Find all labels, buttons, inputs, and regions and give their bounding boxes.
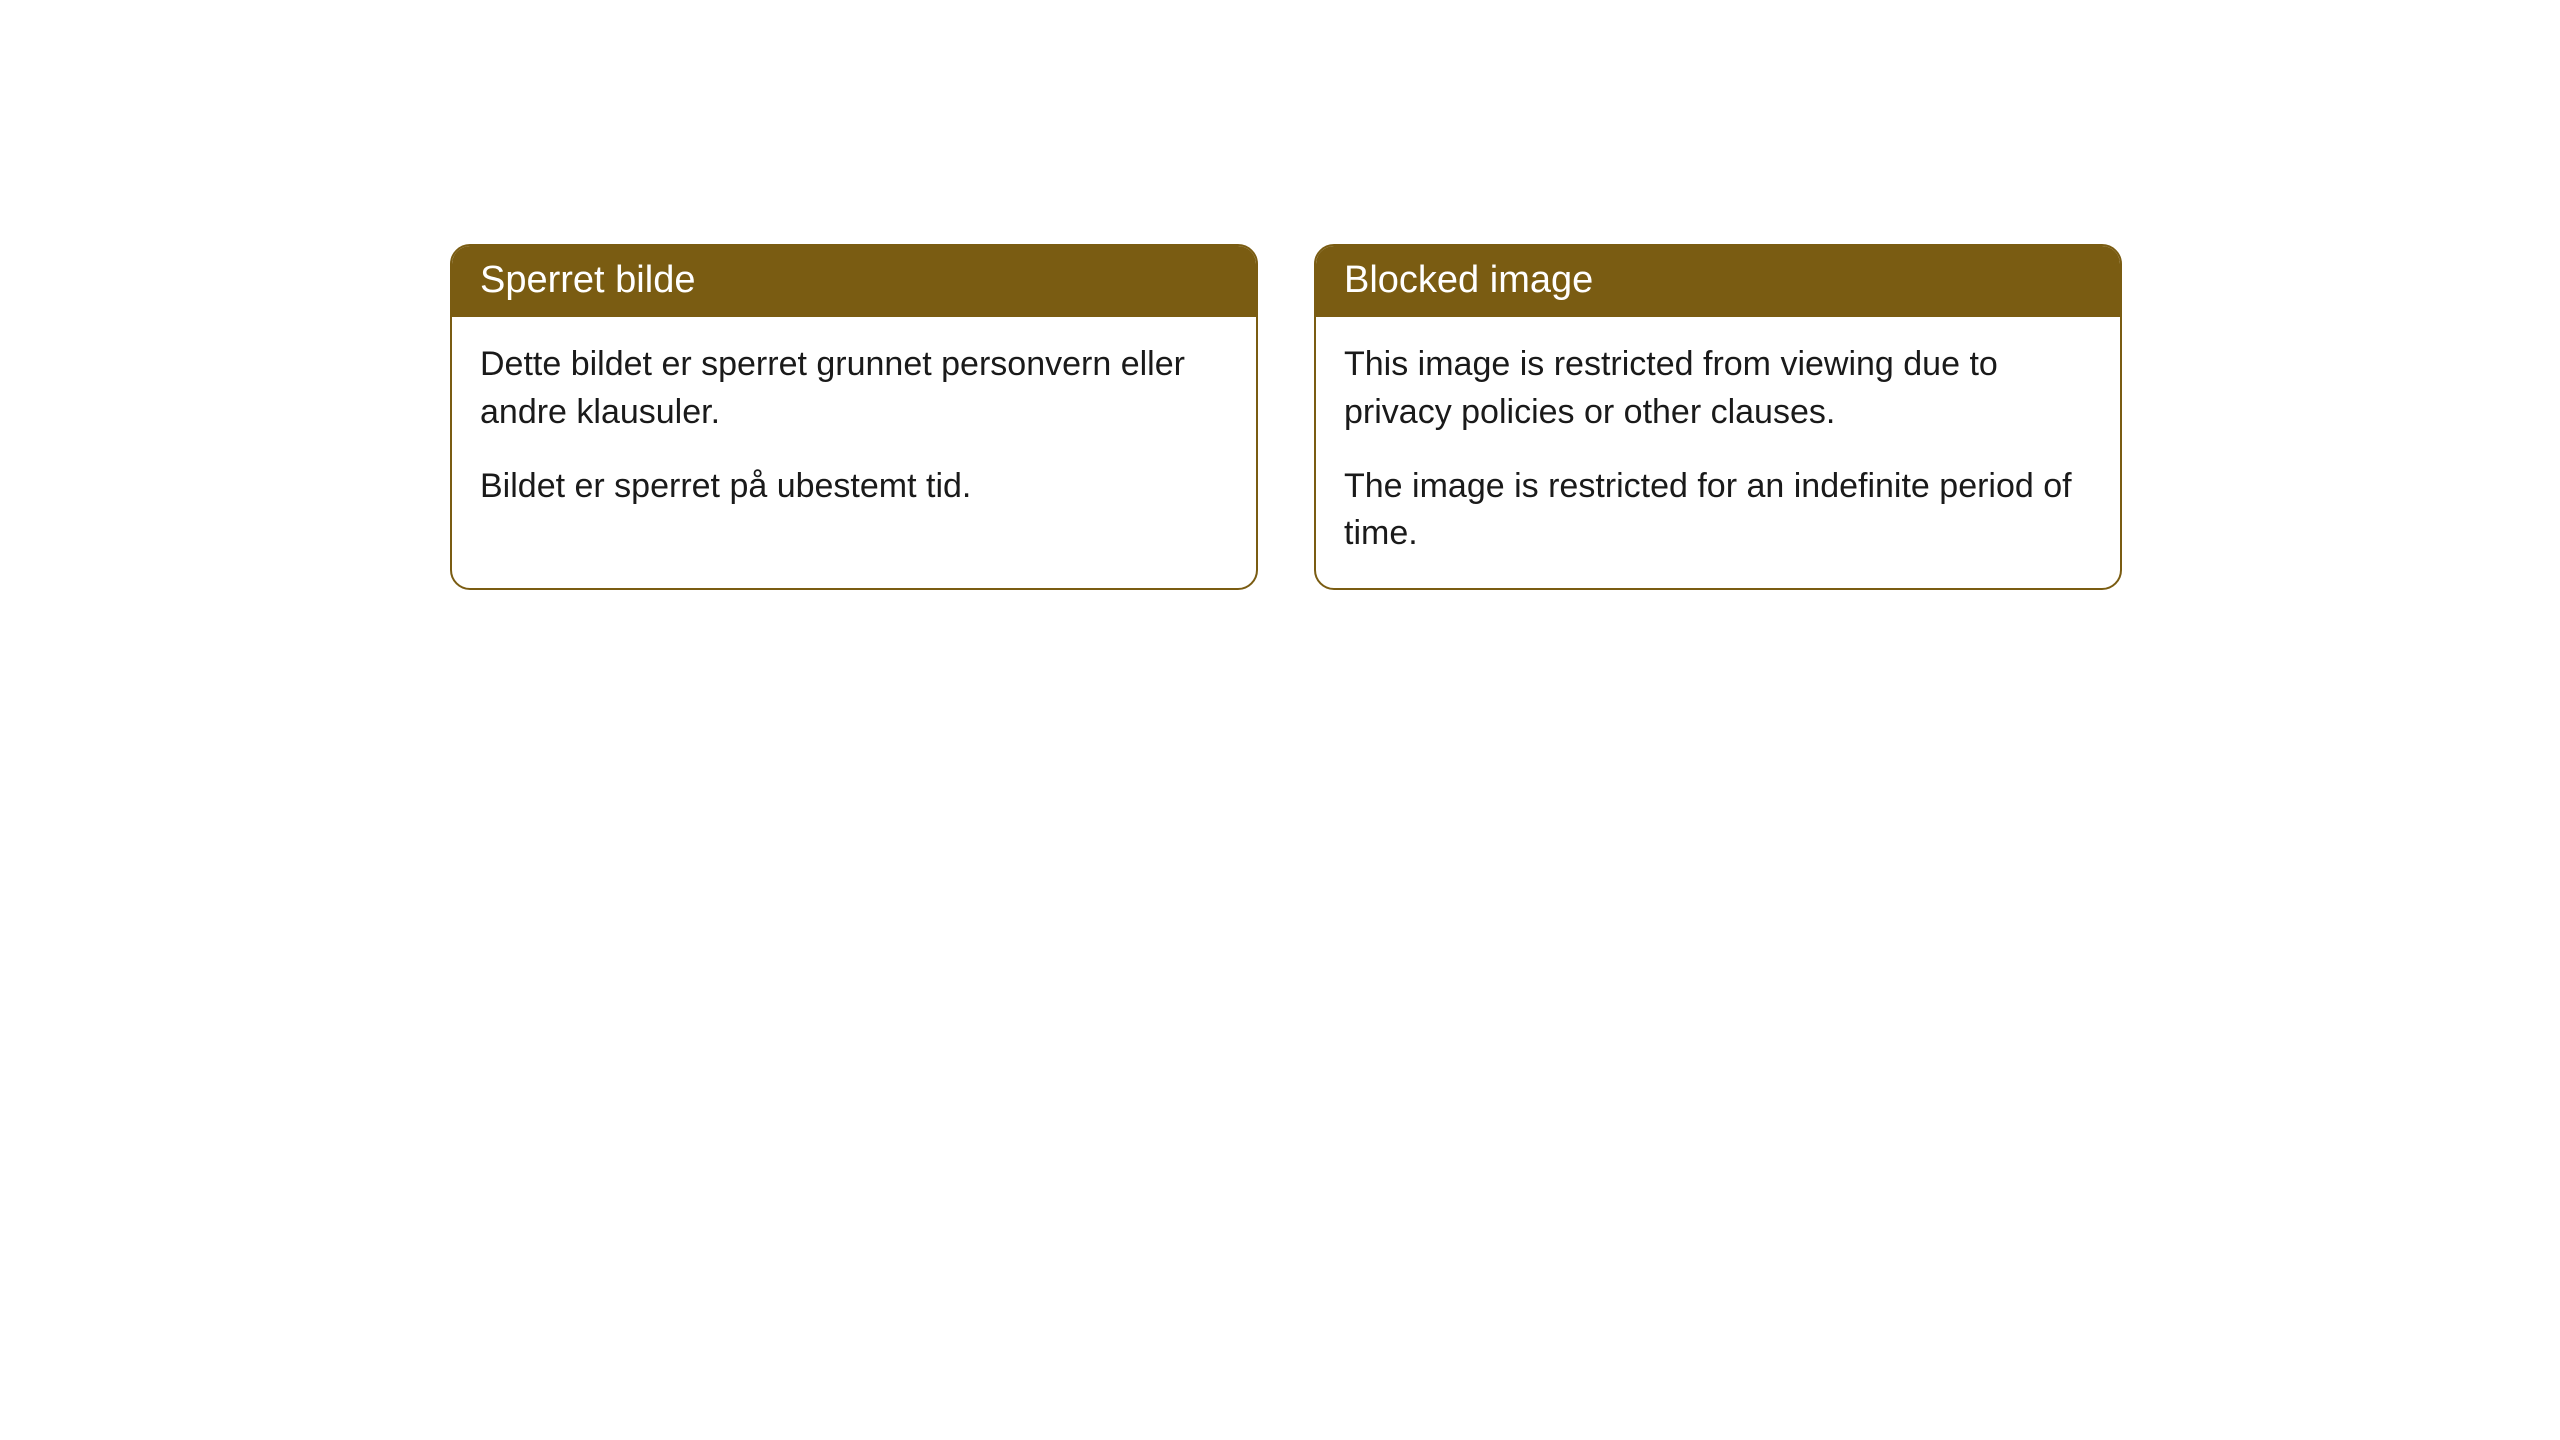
card-header-no: Sperret bilde	[452, 246, 1256, 317]
card-header-en: Blocked image	[1316, 246, 2120, 317]
card-paragraph-1-en: This image is restricted from viewing du…	[1344, 341, 2092, 436]
blocked-image-card-no: Sperret bilde Dette bildet er sperret gr…	[450, 244, 1258, 590]
card-body-en: This image is restricted from viewing du…	[1316, 317, 2120, 587]
card-paragraph-2-no: Bildet er sperret på ubestemt tid.	[480, 463, 1228, 511]
card-body-no: Dette bildet er sperret grunnet personve…	[452, 317, 1256, 587]
notice-cards-container: Sperret bilde Dette bildet er sperret gr…	[450, 244, 2122, 590]
card-paragraph-2-en: The image is restricted for an indefinit…	[1344, 463, 2092, 558]
card-paragraph-1-no: Dette bildet er sperret grunnet personve…	[480, 341, 1228, 436]
blocked-image-card-en: Blocked image This image is restricted f…	[1314, 244, 2122, 590]
